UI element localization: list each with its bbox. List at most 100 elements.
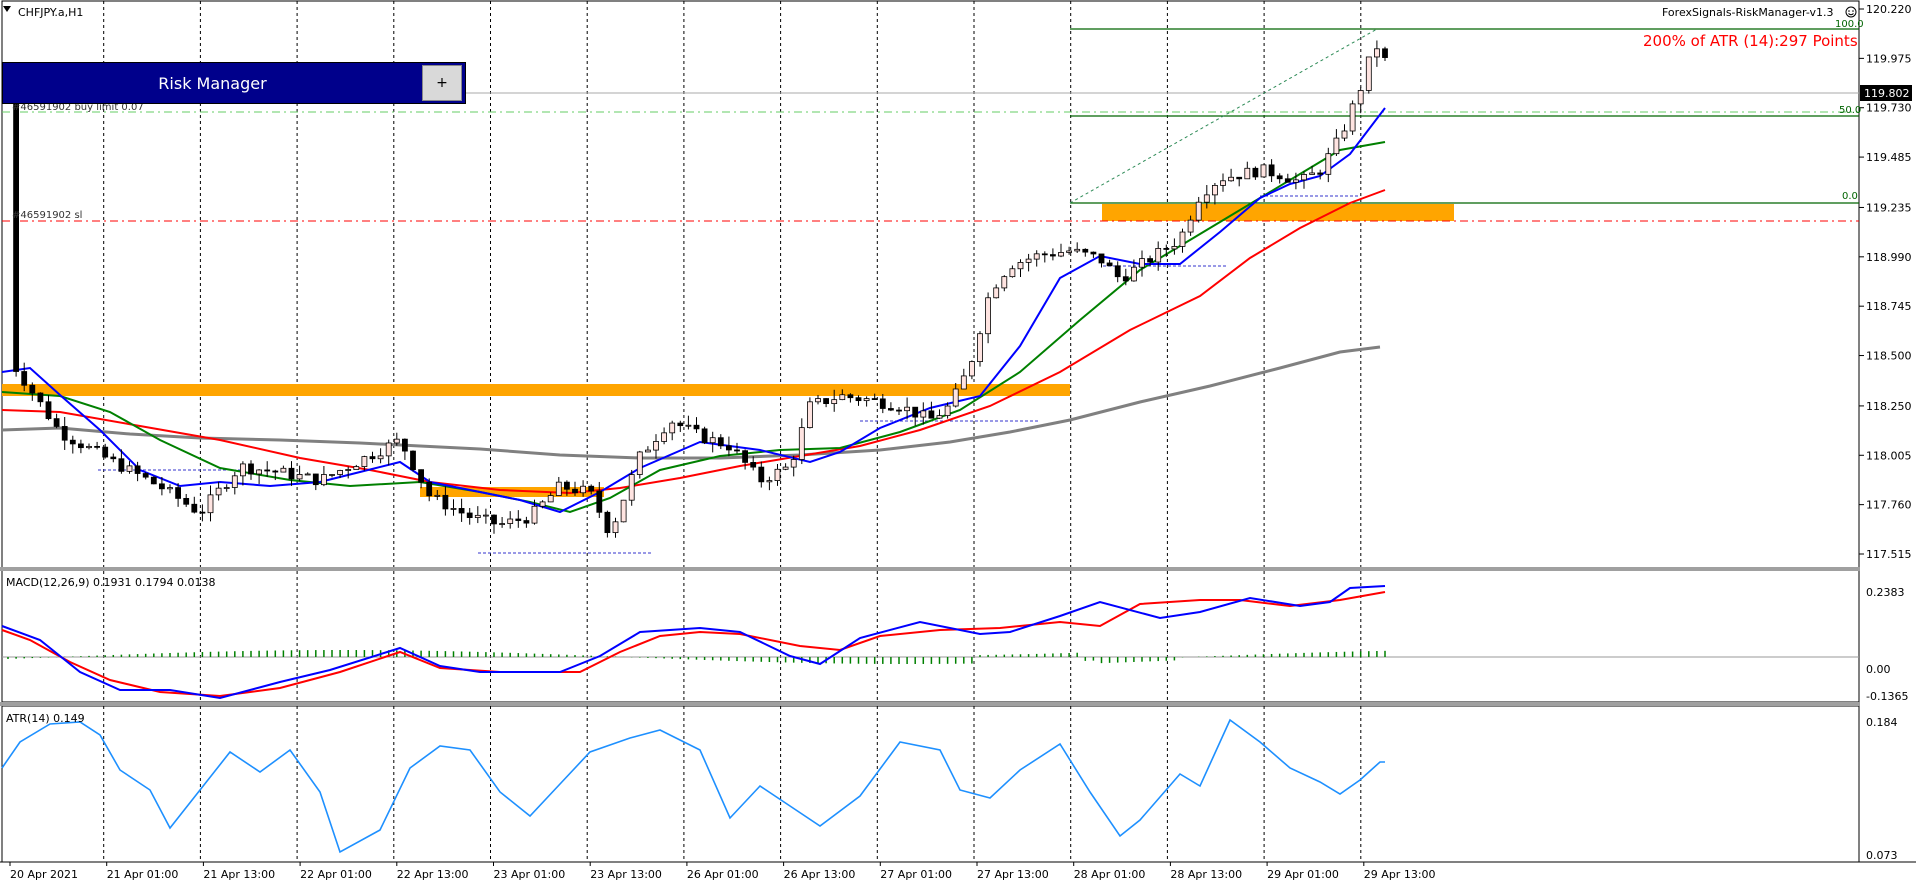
fib-label-0: 0.0 — [1842, 191, 1858, 202]
candle-body — [110, 456, 117, 460]
candle-body — [564, 481, 570, 490]
candle-body — [312, 473, 319, 486]
candle-body — [1252, 167, 1259, 178]
candle-body — [499, 523, 506, 525]
supply-zone-1 — [2, 384, 1070, 396]
time-tick-label: 22 Apr 13:00 — [397, 868, 469, 881]
price-tick-label: 120.220 — [1866, 3, 1912, 16]
atr-line — [1, 718, 1385, 854]
pane-separator-atr[interactable] — [0, 702, 1860, 706]
candle-body — [183, 498, 190, 505]
time-tick-label: 22 Apr 01:00 — [300, 868, 372, 881]
candle-body — [823, 398, 829, 405]
candle-body — [645, 449, 651, 453]
candle-body — [1050, 254, 1056, 257]
candle-body — [758, 466, 765, 483]
price-tick-label: 118.500 — [1866, 350, 1912, 363]
candle-body — [904, 406, 910, 412]
candle-body — [539, 501, 546, 507]
candle-body — [1122, 276, 1129, 282]
candle-body — [661, 432, 667, 442]
time-axis: 20 Apr 2021 21 Apr 01:00 21 Apr 13:00 22 Ap… — [9, 862, 1436, 881]
candle-body — [491, 514, 497, 525]
risk-manager-panel[interactable]: Risk Manager + — [2, 62, 466, 104]
candle-body — [912, 406, 919, 418]
time-tick-label: 27 Apr 13:00 — [977, 868, 1049, 881]
risk-manager-expand-button[interactable]: + — [422, 65, 462, 101]
candle-body — [1058, 252, 1064, 257]
candle-body — [272, 470, 279, 473]
candle-body — [102, 446, 109, 458]
candle-body — [1195, 201, 1202, 221]
candle-body — [1284, 178, 1291, 183]
candle-body — [94, 445, 100, 448]
candle-body — [879, 398, 886, 409]
macd-tick-label: -0.1365 — [1866, 690, 1908, 703]
time-tick-label: 27 Apr 01:00 — [880, 868, 952, 881]
candle-body — [1106, 262, 1113, 267]
current-price-box — [1860, 85, 1912, 101]
fib-label-50: 50.0 — [1839, 105, 1861, 116]
time-tick-label: 20 Apr 2021 — [10, 868, 78, 881]
time-tick-label: 23 Apr 13:00 — [590, 868, 662, 881]
candle-body — [1114, 265, 1121, 278]
price-tick-label: 117.760 — [1866, 499, 1912, 512]
time-tick-label: 29 Apr 13:00 — [1364, 868, 1436, 881]
pane-separator-macd[interactable] — [0, 567, 1860, 571]
atr-tick-label: 0.073 — [1866, 849, 1898, 862]
candle-body — [426, 481, 433, 497]
candle-body — [434, 494, 441, 497]
candle-body — [1147, 258, 1153, 263]
candle-body — [1033, 253, 1040, 260]
candle-body — [1309, 172, 1315, 175]
price-tick-label: 118.745 — [1866, 300, 1912, 313]
candle-body — [693, 424, 700, 430]
buy-limit-label: #46591902 buy limit 0.07 — [12, 102, 144, 113]
candle-body — [1179, 231, 1186, 247]
macd-main-line — [1, 585, 1386, 700]
candlesticks — [5, 40, 1388, 538]
atr-plot-frame — [1, 705, 1860, 863]
candle-body — [507, 518, 514, 524]
candle-body — [653, 441, 659, 451]
price-tick-label: 118.005 — [1866, 449, 1912, 462]
candle-body — [1349, 103, 1356, 132]
candle-body — [1074, 248, 1081, 252]
candle-body — [256, 469, 263, 475]
time-tick-label: 21 Apr 13:00 — [203, 868, 275, 881]
candle-body — [393, 438, 400, 444]
candle-body — [677, 422, 684, 427]
candle-body — [1098, 253, 1105, 264]
candle-body — [1017, 262, 1024, 270]
candle-body — [69, 439, 76, 445]
candle-body — [442, 494, 449, 510]
candle-body — [742, 450, 748, 463]
candle-body — [969, 361, 975, 377]
candle-body — [223, 487, 230, 489]
candle-body — [410, 450, 416, 471]
candle-body — [142, 473, 149, 478]
candle-body — [1090, 251, 1097, 255]
time-tick-label: 28 Apr 13:00 — [1170, 868, 1242, 881]
price-axis: 120.220 119.975 119.730 119.485 119.235 118.9… — [1859, 3, 1912, 862]
candle-body — [158, 483, 165, 490]
collapse-triangle-icon[interactable] — [2, 4, 12, 14]
candle-body — [1244, 167, 1251, 180]
candle-body — [1139, 258, 1145, 268]
candle-body — [831, 399, 838, 405]
candle-body — [199, 511, 206, 514]
candle-body — [717, 437, 724, 447]
candle-body — [167, 487, 173, 490]
candle-body — [871, 398, 878, 400]
candle-body — [1041, 253, 1048, 256]
candle-body — [839, 394, 846, 401]
candle-body — [21, 371, 28, 386]
candle-body — [944, 405, 951, 417]
candle-body — [1131, 266, 1137, 282]
candle-body — [1365, 56, 1372, 91]
sl-label: #46591902 sl — [12, 210, 82, 221]
candle-body — [361, 456, 368, 467]
indicator-name: ForexSignals-RiskManager-v1.3 — [1662, 6, 1834, 19]
